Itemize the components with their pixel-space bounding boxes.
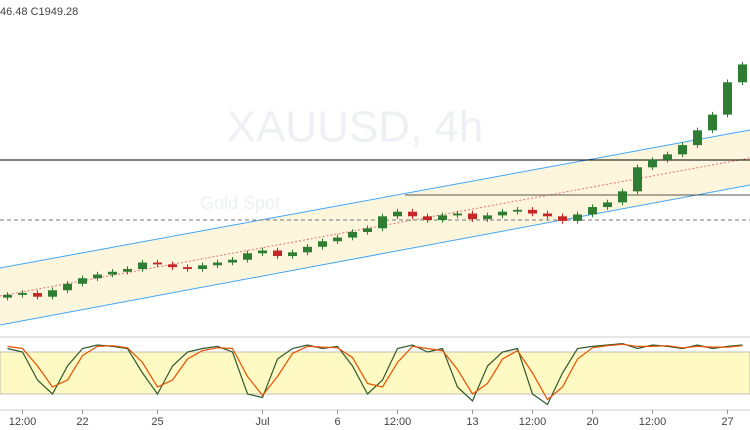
candle-body bbox=[678, 145, 687, 155]
candle-body bbox=[408, 211, 417, 217]
candle-body bbox=[438, 215, 447, 220]
candle-body bbox=[108, 271, 117, 275]
candle-body bbox=[543, 213, 552, 217]
stoch-line bbox=[7, 342, 743, 406]
x-tick-label: 22 bbox=[76, 416, 88, 428]
x-tick-label: 12:00 bbox=[384, 416, 412, 428]
candle-body bbox=[483, 215, 492, 220]
candle-body bbox=[228, 259, 237, 263]
candles bbox=[3, 61, 747, 301]
watermark: XAUUSD, 4h bbox=[227, 103, 484, 152]
stochastic-pane bbox=[0, 342, 750, 406]
x-tick-label: 27 bbox=[721, 416, 733, 428]
x-tick-label: 12:00 bbox=[519, 416, 547, 428]
x-tick-label: Jul bbox=[255, 416, 269, 428]
channel-mid bbox=[0, 157, 750, 297]
candle-body bbox=[498, 211, 507, 216]
x-tick-label: 6 bbox=[334, 416, 340, 428]
candle-body bbox=[648, 159, 657, 168]
candle-body bbox=[333, 237, 342, 242]
candle-body bbox=[33, 293, 42, 297]
header-ohlc: 46.48 C1949.28 bbox=[0, 6, 78, 18]
candle-body bbox=[198, 265, 207, 269]
candle-body bbox=[588, 207, 597, 215]
watermark-sub: Gold Spot bbox=[200, 193, 280, 213]
candle-body bbox=[738, 64, 747, 83]
candle-body bbox=[183, 267, 192, 269]
x-tick-label: 25 bbox=[151, 416, 163, 428]
candle-body bbox=[393, 211, 402, 217]
candle-body bbox=[318, 241, 327, 247]
candle-body bbox=[423, 216, 432, 220]
x-tick-label: 12:00 bbox=[639, 416, 667, 428]
candle-body bbox=[138, 262, 147, 269]
candle-body bbox=[243, 253, 252, 260]
candle-body bbox=[3, 294, 12, 298]
candle-body bbox=[63, 283, 72, 291]
candle-body bbox=[528, 209, 537, 214]
candle-body bbox=[48, 290, 57, 297]
candle-body bbox=[708, 114, 717, 131]
candle-body bbox=[348, 232, 357, 238]
candle-body bbox=[468, 213, 477, 220]
candle-body bbox=[18, 293, 27, 295]
channel-lower bbox=[0, 184, 750, 326]
x-tick-label: 12:00 bbox=[9, 416, 37, 428]
candle-body bbox=[693, 130, 702, 146]
x-tick-label: 20 bbox=[586, 416, 598, 428]
candle-body bbox=[513, 209, 522, 212]
candle-body bbox=[93, 274, 102, 279]
candle-body bbox=[153, 262, 162, 265]
candle-body bbox=[78, 278, 87, 284]
candle-body bbox=[258, 250, 267, 254]
candle-body bbox=[603, 202, 612, 208]
candle-body bbox=[558, 216, 567, 221]
candle-body bbox=[123, 268, 132, 272]
candle-body bbox=[213, 262, 222, 266]
candle-body bbox=[663, 154, 672, 160]
candle-body bbox=[633, 167, 642, 192]
channel-upper bbox=[0, 129, 750, 269]
candle-body bbox=[363, 228, 372, 233]
x-tick-label: 13 bbox=[466, 416, 478, 428]
candle-body bbox=[618, 191, 627, 203]
candle-body bbox=[303, 246, 312, 253]
candle-body bbox=[723, 82, 732, 115]
candle-body bbox=[378, 216, 387, 229]
candle-body bbox=[453, 213, 462, 216]
candle-body bbox=[288, 252, 297, 257]
stoch-line bbox=[7, 343, 743, 401]
candle-body bbox=[573, 214, 582, 221]
candle-body bbox=[168, 264, 177, 268]
candle-body bbox=[273, 250, 282, 257]
